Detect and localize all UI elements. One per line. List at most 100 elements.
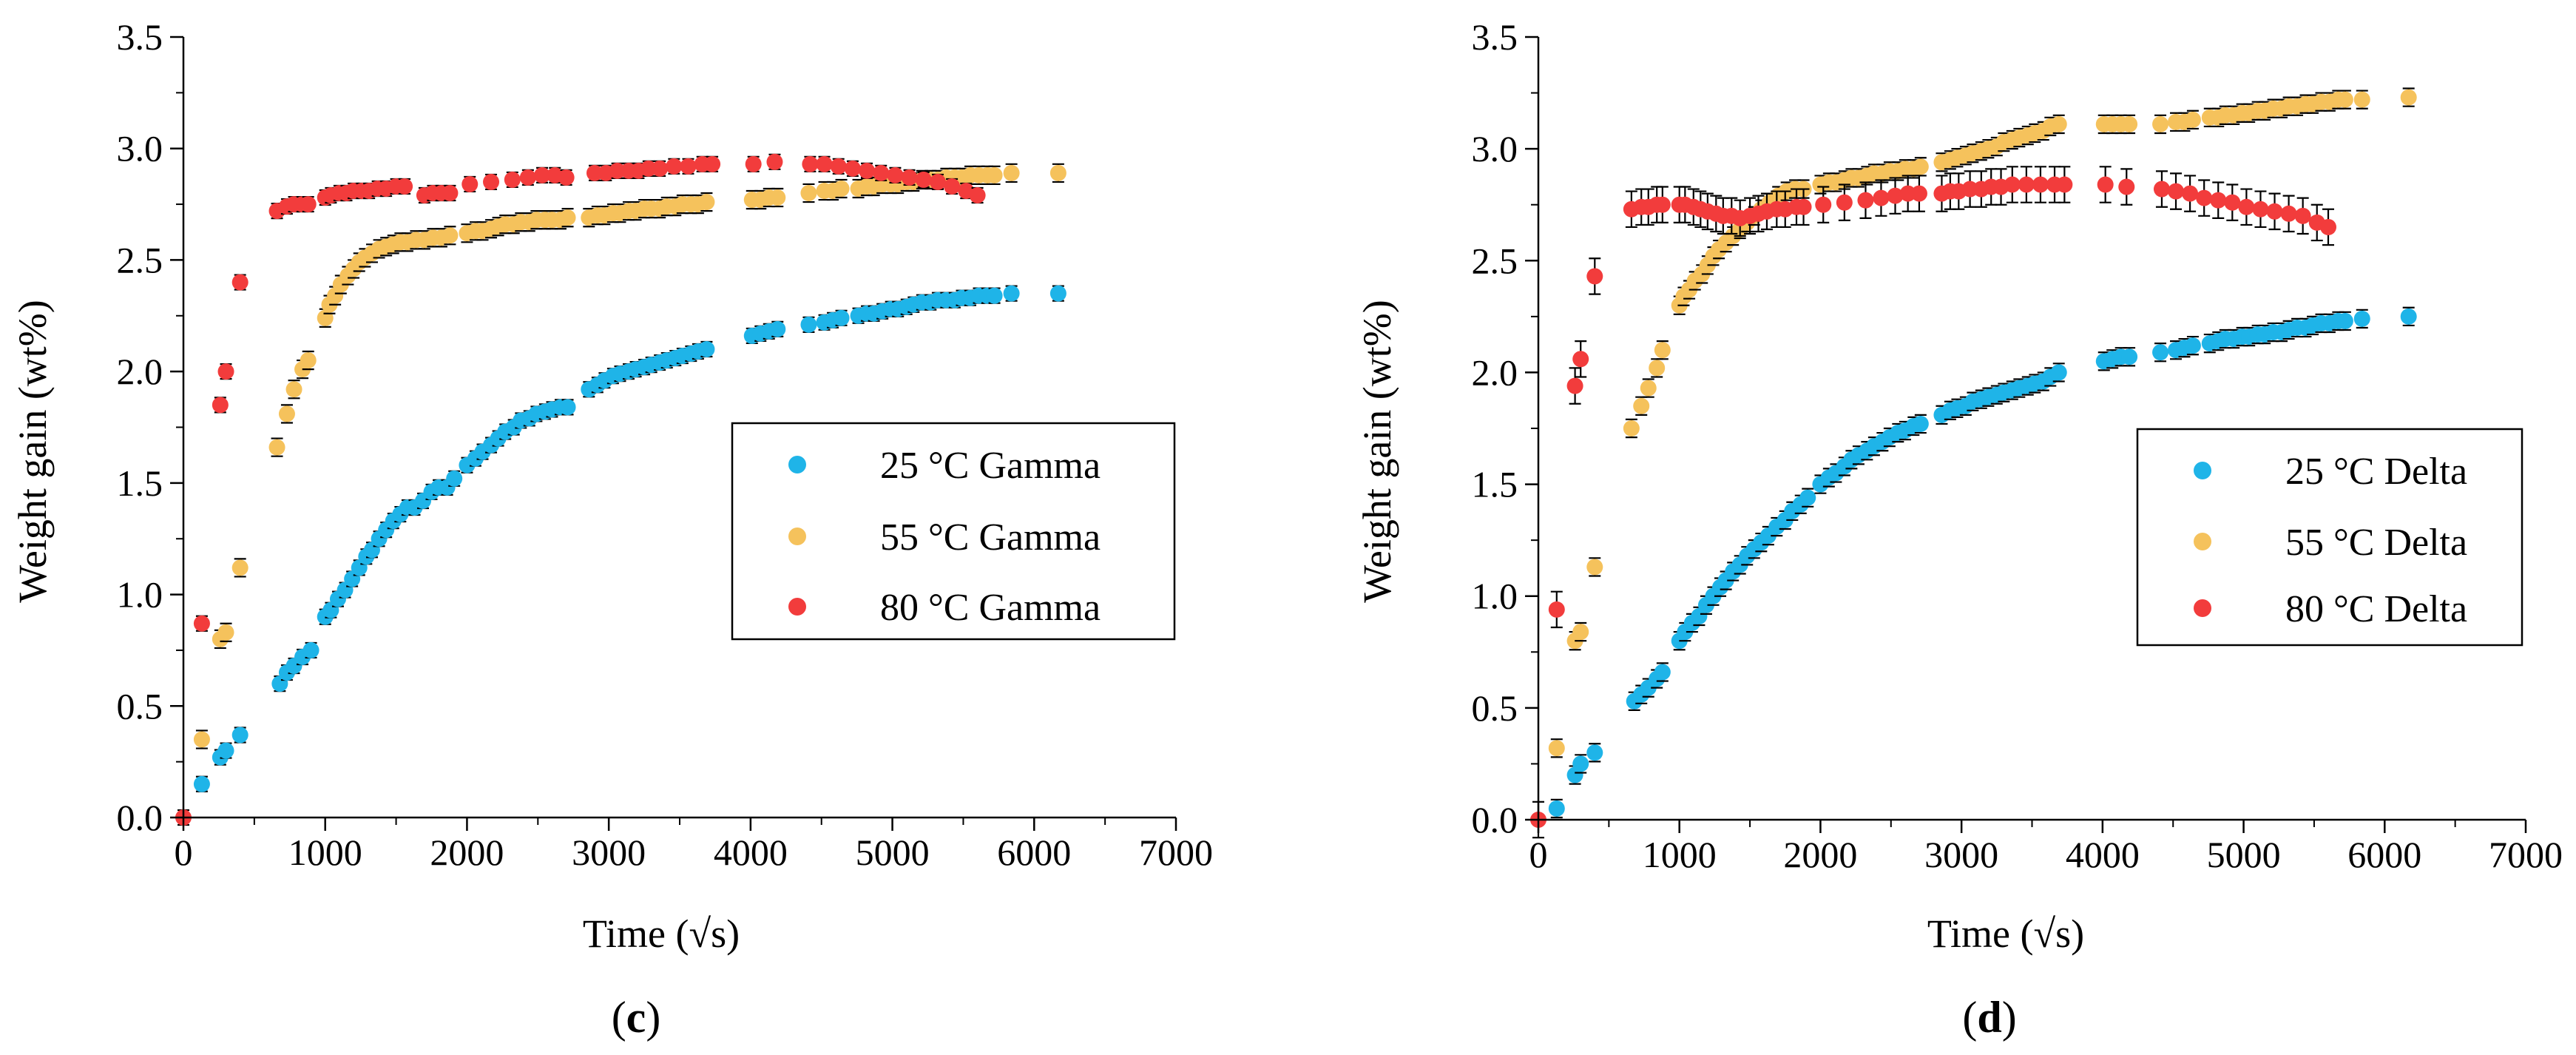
panel-c-data-point xyxy=(462,175,479,192)
panel-d-data-point xyxy=(2032,176,2049,193)
panel-d-data-point xyxy=(2056,176,2073,193)
panel-c-legend: 25 °C Gamma 55 °C Gamma 80 °C Gamma xyxy=(731,422,1176,641)
panel-c-x-tick-label: 0 xyxy=(175,832,193,873)
panel-c-data-point xyxy=(901,169,918,186)
panel-c-data-point xyxy=(442,185,459,201)
panel-d-data-point xyxy=(2238,198,2255,215)
panel-c-x-tick-label: 5000 xyxy=(856,832,930,873)
panel-c-data-point xyxy=(231,274,249,291)
panel-d-data-point xyxy=(1548,800,1565,817)
panel-d-data-point xyxy=(1633,397,1650,414)
panel-d-x-tick-label: 4000 xyxy=(2066,834,2140,875)
panel-c-legend-label-25C: 25 °C Gamma xyxy=(880,445,1101,487)
panel-d-data-point xyxy=(1548,601,1565,618)
panel-c-data-point xyxy=(704,155,721,172)
panel-d-legend-label-55C: 55 °C Delta xyxy=(2285,522,2467,564)
panel-c-data-point xyxy=(217,742,234,759)
panel-c-y-tick-label: 3.5 xyxy=(117,16,163,58)
panel-c-data-point xyxy=(558,169,575,186)
panel-d-data-point xyxy=(2018,176,2035,193)
panel-c-data-point xyxy=(285,381,302,398)
panel-c-data-point xyxy=(217,624,234,641)
panel-c-data-point xyxy=(915,171,932,188)
panel-c-y-tick-label: 0.0 xyxy=(117,797,163,838)
panel-c-legend-label-80C: 80 °C Gamma xyxy=(880,587,1101,629)
panel-d-y-tick-label: 0.5 xyxy=(1472,687,1518,729)
panel-d-data-point xyxy=(2121,348,2138,365)
panel-c-y-tick-label: 2.0 xyxy=(117,351,163,392)
panel-c-data-point xyxy=(800,316,817,333)
panel-c-series-0 xyxy=(193,285,1066,792)
panel-c-data-point xyxy=(193,775,210,792)
panel-d-x-tick-label: 5000 xyxy=(2207,834,2281,875)
panel-c-x-tick-label: 2000 xyxy=(430,832,504,873)
panel-c-data-point xyxy=(833,309,850,326)
panel-d-data-point xyxy=(2118,178,2135,195)
panel-c-data-point xyxy=(800,185,817,201)
panel-d-data-point xyxy=(2224,194,2241,211)
panel-c-data-point xyxy=(396,178,413,195)
panel-d-data-point xyxy=(1912,415,1929,432)
panel-d-x-tick-label: 3000 xyxy=(1924,834,1998,875)
panel-c-data-point xyxy=(830,158,847,175)
panel-d-y-tick-label: 2.5 xyxy=(1472,240,1518,281)
panel-d-y-tick-label: 1.0 xyxy=(1472,576,1518,617)
panel-d-data-point xyxy=(2280,205,2297,222)
panel-d-data-point xyxy=(2336,312,2353,329)
panel-d-data-point xyxy=(1836,194,1853,211)
panel-d-data-point xyxy=(1799,489,1816,506)
panel-c-y-tick-label: 0.5 xyxy=(117,685,163,727)
panel-d-x-tick-label: 1000 xyxy=(1643,834,1717,875)
panel-c-data-point xyxy=(442,227,459,244)
panel-c-data-point xyxy=(446,470,463,487)
panel-d-data-point xyxy=(1910,185,1927,202)
panel-d-data-point xyxy=(2400,308,2417,325)
panel-d-data-point xyxy=(1649,360,1666,377)
panel-c-data-point xyxy=(986,287,1003,304)
panel-d-data-point xyxy=(2097,176,2114,193)
panel-d-legend-swatch-25C xyxy=(2194,462,2211,479)
panel-d-data-point xyxy=(1654,664,1671,681)
panel-d-data-point xyxy=(2210,192,2227,209)
panel-c-data-point xyxy=(1049,164,1066,181)
panel-c-data-point xyxy=(873,164,890,181)
panel-c: 0 1000 2000 3000 4000 5000 6000 7000 0.0 0.5 1.0 1.… xyxy=(10,16,1213,1042)
panel-d-series-2 xyxy=(1530,166,2336,839)
panel-d-data-point xyxy=(1795,198,1812,215)
panel-c-data-point xyxy=(802,155,819,172)
panel-d-data-point xyxy=(1857,192,1874,209)
panel-c-axes: 0 1000 2000 3000 4000 5000 6000 7000 0.0 0.5 1.0 1.… xyxy=(117,16,1214,873)
panel-c-x-tick-label: 1000 xyxy=(288,832,362,873)
panel-d-data-point xyxy=(1873,189,1890,206)
panel-c-data-point xyxy=(986,166,1003,183)
panel-c-legend-box xyxy=(731,422,1176,641)
panel-c-data-point xyxy=(559,209,576,226)
panel-d-data-point xyxy=(2152,344,2169,361)
panel-c-y-axis-title: Weight gain (wt%) xyxy=(10,300,55,603)
panel-c-legend-swatch-25C xyxy=(788,456,806,473)
panel-d-legend-swatch-55C xyxy=(2194,533,2211,550)
panel-c-data-point xyxy=(816,155,833,172)
panel-c-y-tick-label: 1.5 xyxy=(117,462,163,504)
panel-d-data-point xyxy=(1654,196,1671,213)
panel-d-data-point xyxy=(2050,115,2067,132)
panel-c-data-point xyxy=(193,615,210,632)
panel-d-series-0 xyxy=(1548,306,2417,819)
panel-d-data-point xyxy=(1572,351,1589,368)
panel-c-x-tick-label: 4000 xyxy=(714,832,788,873)
panel-c-data-point xyxy=(217,363,234,380)
panel-c-data-marks xyxy=(175,153,1066,826)
panel-d-y-tick-label: 3.0 xyxy=(1472,128,1518,169)
panel-d-data-point xyxy=(2400,89,2417,106)
panel-c-data-point xyxy=(278,405,295,422)
panel-d-data-point xyxy=(2252,200,2269,218)
panel-d-data-point xyxy=(2353,91,2370,108)
panel-d-data-marks xyxy=(1530,87,2417,839)
panel-c-data-point xyxy=(231,559,249,576)
panel-c-data-point xyxy=(887,166,904,183)
panel-c-data-point xyxy=(766,153,783,170)
panel-c-data-point xyxy=(559,399,576,416)
panel-c-legend-swatch-80C xyxy=(788,598,806,616)
panel-d-data-point xyxy=(2336,91,2353,108)
